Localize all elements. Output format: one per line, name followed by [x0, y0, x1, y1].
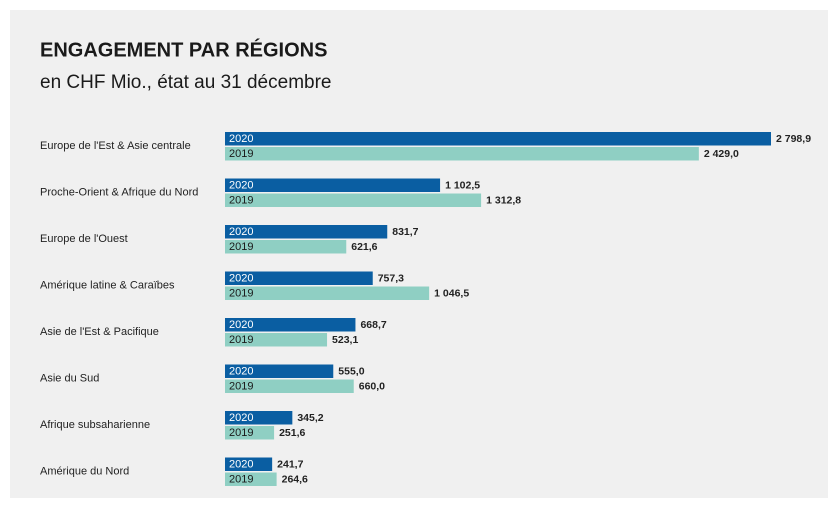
series-label: 2019 — [229, 148, 253, 160]
bar — [225, 193, 482, 207]
value-label: 264,6 — [282, 474, 308, 486]
category-label: Europe de l'Ouest — [40, 233, 128, 245]
bar — [225, 225, 388, 239]
value-label: 2 429,0 — [704, 148, 739, 160]
series-label: 2019 — [229, 474, 253, 486]
chart-subtitle: en CHF Mio., état au 31 décembre — [40, 72, 331, 93]
category-label: Amérique latine & Caraïbes — [40, 280, 175, 292]
series-label: 2020 — [229, 133, 253, 145]
value-label: 345,2 — [297, 412, 323, 424]
bar — [225, 364, 334, 378]
bar — [225, 271, 373, 285]
category-label: Europe de l'Est & Asie centrale — [40, 140, 191, 152]
series-label: 2020 — [229, 412, 253, 424]
series-label: 2019 — [229, 195, 253, 207]
value-label: 668,7 — [360, 319, 386, 331]
series-label: 2019 — [229, 427, 253, 439]
category-label: Amérique du Nord — [40, 466, 129, 478]
value-label: 2 798,9 — [776, 133, 811, 145]
series-label: 2020 — [229, 366, 253, 378]
bar — [225, 178, 441, 192]
series-label: 2019 — [229, 288, 253, 300]
value-label: 251,6 — [279, 427, 305, 439]
value-label: 1 046,5 — [434, 288, 469, 300]
value-label: 831,7 — [392, 226, 418, 238]
bar — [225, 379, 354, 393]
category-label: Afrique subsaharienne — [40, 419, 150, 431]
category-label: Asie du Sud — [40, 373, 99, 385]
chart-title: ENGAGEMENT PAR RÉGIONS — [40, 38, 327, 61]
series-label: 2020 — [229, 226, 253, 238]
value-label: 1 312,8 — [486, 195, 521, 207]
series-label: 2020 — [229, 273, 253, 285]
bar — [225, 411, 293, 425]
series-label: 2020 — [229, 459, 253, 471]
value-label: 523,1 — [332, 334, 358, 346]
background — [10, 10, 828, 498]
bar — [225, 286, 430, 300]
series-label: 2020 — [229, 319, 253, 331]
value-label: 241,7 — [277, 459, 303, 471]
series-label: 2020 — [229, 180, 253, 192]
value-label: 555,0 — [338, 366, 364, 378]
bar — [225, 240, 347, 254]
bar — [225, 472, 277, 486]
bar — [225, 457, 273, 471]
bar — [225, 426, 275, 440]
series-label: 2019 — [229, 381, 253, 393]
bar — [225, 147, 699, 161]
bar — [225, 318, 356, 332]
series-label: 2019 — [229, 334, 253, 346]
bar — [225, 333, 328, 347]
category-label: Proche-Orient & Afrique du Nord — [40, 187, 198, 199]
value-label: 757,3 — [378, 273, 404, 285]
series-label: 2019 — [229, 241, 253, 253]
value-label: 1 102,5 — [445, 180, 480, 192]
value-label: 660,0 — [359, 381, 385, 393]
bar — [225, 132, 771, 146]
value-label: 621,6 — [351, 241, 377, 253]
category-label: Asie de l'Est & Pacifique — [40, 326, 159, 338]
